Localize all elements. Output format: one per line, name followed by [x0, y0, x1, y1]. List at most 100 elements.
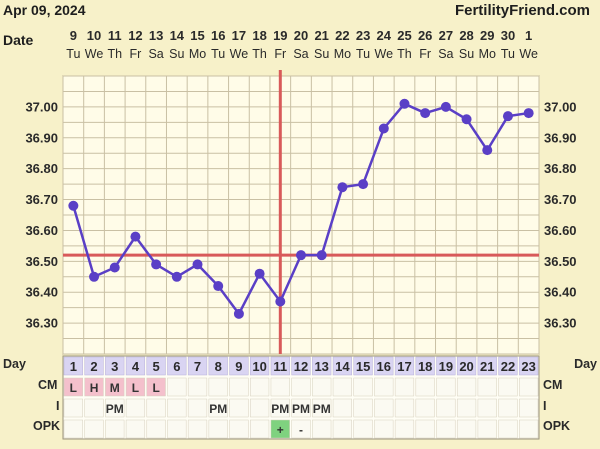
- cm-value: L: [152, 381, 159, 395]
- cm-row-label-right: CM: [543, 378, 562, 392]
- intercourse-cell: [291, 398, 311, 418]
- cm-cell: [477, 377, 497, 397]
- opk-cell: [63, 419, 83, 439]
- day-number: 6: [173, 359, 180, 374]
- cm-cell: [353, 377, 373, 397]
- cm-cell: [436, 377, 456, 397]
- weekday-tick-label: Th: [252, 47, 267, 61]
- temperature-point: [109, 262, 120, 273]
- temperature-point: [254, 268, 265, 279]
- weekday-tick-label: Sa: [148, 47, 163, 61]
- date-tick-label: 18: [252, 28, 266, 43]
- day-number: 1: [70, 359, 77, 374]
- temperature-point: [440, 101, 451, 112]
- opk-row-label-right: OPK: [543, 419, 570, 433]
- date-tick-label: 10: [87, 28, 101, 43]
- intercourse-cell: [498, 398, 518, 418]
- temperature-point: [151, 259, 162, 270]
- opk-cell: [477, 419, 497, 439]
- cm-cell: [332, 377, 352, 397]
- day-number: 11: [273, 359, 287, 374]
- cm-cell: [105, 377, 125, 397]
- weekday-tick-label: Tu: [66, 47, 80, 61]
- opk-cell: [498, 419, 518, 439]
- day-number: 21: [480, 359, 494, 374]
- opk-cell: [208, 419, 228, 439]
- date-tick-label: 28: [459, 28, 473, 43]
- day-cell: [436, 356, 456, 376]
- opk-value: +: [277, 423, 284, 437]
- intercourse-cell: [415, 398, 435, 418]
- day-number: 16: [377, 359, 391, 374]
- temperature-point: [399, 98, 410, 109]
- intercourse-cell: [167, 398, 187, 418]
- date-axis: 9Tu10We11Th12Fr13Sa14Su15Mo16Tu17We18Th1…: [66, 28, 538, 61]
- date-tick-label: 23: [356, 28, 370, 43]
- day-cell: [250, 356, 270, 376]
- opk-cell: [105, 419, 125, 439]
- weekday-tick-label: Tu: [356, 47, 370, 61]
- y-tick-label-right: 37.00: [544, 99, 577, 114]
- weekday-tick-label: Fr: [274, 47, 286, 61]
- day-cell: [415, 356, 435, 376]
- y-tick-label-left: 36.30: [25, 316, 58, 331]
- temperature-point: [482, 145, 493, 156]
- y-axis-right: 37.00 36.90 36.80 36.70 36.60 36.50 36.40 36.30: [544, 99, 577, 330]
- opk-row-label-left: OPK: [33, 419, 60, 433]
- day-number: 7: [194, 359, 201, 374]
- weekday-tick-label: We: [375, 47, 394, 61]
- day-cell: [187, 356, 208, 376]
- cm-cell: [63, 377, 83, 397]
- cm-cell: [125, 377, 146, 397]
- temperature-point: [502, 111, 513, 122]
- day-number: 19: [439, 359, 453, 374]
- day-cell: [208, 356, 228, 376]
- day-number: 5: [153, 359, 160, 374]
- day-cell: [477, 356, 497, 376]
- weekday-tick-label: Mo: [479, 47, 496, 61]
- day-cell: [84, 356, 104, 376]
- day-cell: [332, 356, 352, 376]
- cm-cell: [415, 377, 435, 397]
- cm-row-label-left: CM: [38, 378, 57, 392]
- opk-cell: [436, 419, 456, 439]
- opk-cell: [291, 419, 311, 439]
- temperature-point: [420, 108, 431, 119]
- temperature-point: [275, 296, 286, 307]
- day-number: 3: [111, 359, 118, 374]
- date-tick-label: 21: [314, 28, 328, 43]
- date-tick-label: 25: [397, 28, 411, 43]
- cm-value: L: [70, 381, 77, 395]
- opk-cell: [84, 419, 104, 439]
- brand-logo[interactable]: FertilityFriend.com: [455, 2, 590, 19]
- day-number: 20: [459, 359, 473, 374]
- temperature-point: [461, 114, 472, 125]
- weekday-tick-label: Tu: [211, 47, 225, 61]
- weekday-tick-label: Fr: [419, 47, 431, 61]
- y-tick-label-right: 36.70: [544, 192, 577, 207]
- temperature-point: [89, 271, 100, 282]
- opk-cell: [394, 419, 415, 439]
- date-tick-label: 11: [108, 28, 122, 43]
- temperature-point: [316, 250, 327, 261]
- weekday-tick-label: Sa: [293, 47, 308, 61]
- day-number: 12: [294, 359, 308, 374]
- intercourse-value: PM: [271, 402, 289, 416]
- opk-cell: [270, 419, 290, 439]
- y-tick-label-left: 36.60: [25, 223, 58, 238]
- day-number: 17: [397, 359, 411, 374]
- temperature-point: [68, 200, 79, 211]
- opk-cell: [125, 419, 146, 439]
- day-cell: [63, 356, 83, 376]
- intercourse-cell: [229, 398, 249, 418]
- day-cell: [374, 356, 394, 376]
- temperature-point: [378, 123, 389, 134]
- day-number: 8: [215, 359, 222, 374]
- day-cell: [353, 356, 373, 376]
- date-tick-label: 15: [190, 28, 204, 43]
- intercourse-cell: [105, 398, 125, 418]
- intercourse-value: PM: [106, 402, 124, 416]
- opk-value: -: [299, 423, 303, 437]
- weekday-tick-label: Tu: [501, 47, 515, 61]
- date-tick-label: 13: [149, 28, 163, 43]
